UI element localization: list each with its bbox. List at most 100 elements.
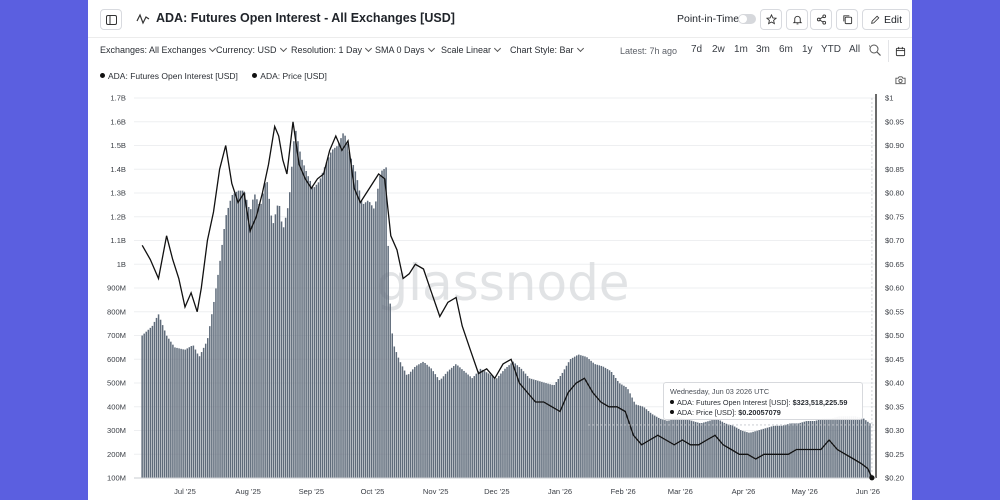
oi-bar bbox=[268, 198, 270, 478]
chart-plot[interactable]: glassnode 100M 200M 300M 400M 500M 600M 700M 80… bbox=[88, 0, 912, 500]
oi-bar bbox=[578, 354, 580, 478]
oi-bar bbox=[282, 227, 285, 478]
oi-bar bbox=[555, 381, 557, 478]
screenshot-button[interactable] bbox=[888, 70, 912, 90]
oi-bar bbox=[399, 362, 402, 478]
y-left-tick-label: 1.2B bbox=[110, 212, 126, 221]
oi-bar bbox=[276, 205, 279, 478]
oi-bar bbox=[658, 417, 660, 478]
oi-bar bbox=[250, 209, 252, 478]
oi-bar bbox=[184, 349, 186, 478]
oi-bar bbox=[612, 374, 615, 478]
favorite-button[interactable] bbox=[760, 9, 782, 30]
oi-bar bbox=[826, 418, 828, 479]
oi-bar bbox=[545, 383, 547, 478]
oi-bar bbox=[467, 374, 469, 478]
y-left-tick-label: 1.4B bbox=[110, 165, 126, 174]
oi-bar bbox=[444, 373, 447, 478]
oi-bar bbox=[858, 417, 861, 478]
oi-bar bbox=[844, 416, 847, 478]
oi-bar bbox=[772, 425, 775, 478]
oi-bar bbox=[223, 229, 225, 478]
chart-style-dropdown[interactable]: Chart Style: Bar bbox=[510, 44, 584, 55]
point-in-time-toggle[interactable] bbox=[738, 14, 756, 24]
oi-bar bbox=[524, 373, 527, 478]
oi-bar bbox=[709, 420, 711, 478]
oi-bar bbox=[526, 376, 529, 478]
oi-bar bbox=[598, 365, 601, 478]
currency-dropdown[interactable]: Currency: USD bbox=[216, 44, 287, 55]
calendar-button[interactable] bbox=[888, 40, 912, 62]
pencil-icon bbox=[871, 15, 880, 24]
tooltip-row-price: ADA: Price [USD]: $0.20057079 bbox=[670, 408, 856, 418]
y-right-tick-label: $0.30 bbox=[885, 426, 904, 435]
oi-bar bbox=[213, 301, 215, 478]
oi-bar bbox=[432, 371, 434, 478]
legend-item-open-interest[interactable]: ADA: Futures Open Interest [USD] bbox=[100, 71, 238, 81]
oi-bar bbox=[231, 194, 234, 479]
oi-bar bbox=[756, 430, 758, 478]
resolution-dropdown[interactable]: Resolution: 1 Day bbox=[291, 44, 373, 55]
oi-bar bbox=[569, 359, 572, 478]
range-7d[interactable]: 7d bbox=[691, 44, 703, 55]
exchanges-dropdown[interactable]: Exchanges: All Exchanges bbox=[100, 44, 217, 55]
oi-bar bbox=[309, 180, 311, 478]
legend-item-price[interactable]: ADA: Price [USD] bbox=[252, 71, 327, 81]
oi-bar bbox=[676, 416, 678, 478]
oi-bar bbox=[518, 367, 521, 478]
copy-button[interactable] bbox=[836, 9, 858, 30]
oi-bar bbox=[414, 366, 416, 478]
oi-bar bbox=[471, 378, 473, 478]
scale-dropdown[interactable]: Scale Linear bbox=[441, 44, 502, 55]
y-right-tick-label: $0.75 bbox=[885, 212, 904, 221]
legend-dot bbox=[100, 73, 105, 78]
oi-bar bbox=[149, 327, 152, 478]
oi-bar bbox=[791, 423, 793, 479]
oi-bar bbox=[688, 420, 691, 478]
x-tick-label: Feb '26 bbox=[611, 487, 636, 496]
oi-bar bbox=[588, 359, 590, 478]
range-2w[interactable]: 2w bbox=[712, 44, 725, 55]
share-button[interactable] bbox=[810, 9, 832, 30]
sma-dropdown[interactable]: SMA 0 Days bbox=[375, 44, 435, 55]
sidebar-toggle-button[interactable] bbox=[100, 9, 122, 30]
y-right-tick-label: $0.40 bbox=[885, 379, 904, 388]
share-icon bbox=[816, 14, 826, 25]
oi-bar bbox=[426, 364, 428, 478]
oi-bar bbox=[584, 356, 586, 478]
oi-bar bbox=[157, 314, 160, 478]
watermark: glassnode bbox=[376, 254, 629, 312]
oi-bar bbox=[778, 425, 781, 478]
oi-bar bbox=[479, 368, 482, 478]
range-3m[interactable]: 3m bbox=[756, 44, 770, 55]
oi-bar bbox=[145, 331, 147, 478]
oi-bar bbox=[758, 430, 760, 478]
oi-bar bbox=[161, 325, 164, 478]
range-1y[interactable]: 1y bbox=[802, 44, 813, 55]
oi-bar bbox=[502, 371, 504, 478]
range-6m[interactable]: 6m bbox=[779, 44, 793, 55]
alert-button[interactable] bbox=[786, 9, 808, 30]
oi-bar bbox=[254, 194, 256, 479]
oi-bar bbox=[863, 418, 865, 478]
range-1m[interactable]: 1m bbox=[734, 44, 748, 55]
range-ytd[interactable]: YTD bbox=[821, 44, 841, 55]
oi-bar bbox=[344, 135, 346, 478]
oi-bar bbox=[143, 333, 145, 478]
oi-bar bbox=[233, 193, 236, 478]
oi-bar bbox=[342, 133, 344, 478]
zoom-icon[interactable] bbox=[868, 43, 882, 57]
oi-bar bbox=[762, 428, 765, 478]
oi-bar bbox=[836, 416, 838, 478]
oi-bar bbox=[696, 422, 699, 478]
oi-bar bbox=[711, 420, 713, 478]
x-tick-label: Mar '26 bbox=[668, 487, 693, 496]
y-left-tick-label: 200M bbox=[107, 450, 126, 459]
oi-bar bbox=[699, 423, 701, 478]
range-all[interactable]: All bbox=[849, 44, 861, 55]
oi-bar bbox=[860, 418, 863, 478]
edit-button[interactable]: Edit bbox=[862, 9, 910, 30]
oi-bar bbox=[522, 371, 525, 478]
y-right-tick-label: $1 bbox=[885, 94, 893, 103]
oi-bar bbox=[662, 419, 664, 478]
